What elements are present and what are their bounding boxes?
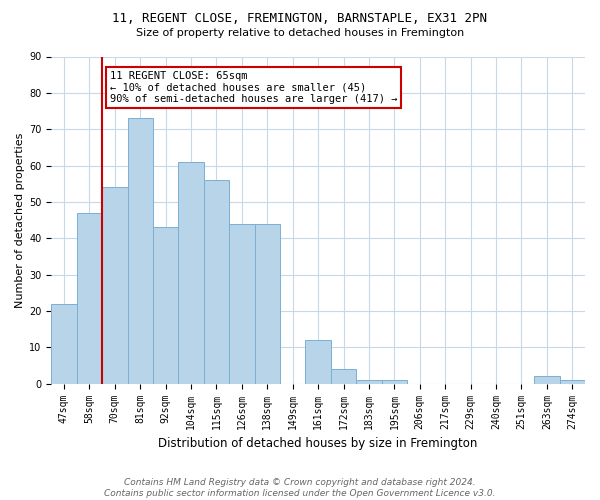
Bar	[51, 304, 77, 384]
Bar	[331, 369, 356, 384]
Y-axis label: Number of detached properties: Number of detached properties	[15, 132, 25, 308]
Bar	[178, 162, 204, 384]
Bar	[204, 180, 229, 384]
X-axis label: Distribution of detached houses by size in Fremington: Distribution of detached houses by size …	[158, 437, 478, 450]
Bar	[534, 376, 560, 384]
Bar	[102, 188, 128, 384]
Bar	[77, 213, 102, 384]
Bar	[560, 380, 585, 384]
Bar	[229, 224, 254, 384]
Bar	[382, 380, 407, 384]
Bar	[356, 380, 382, 384]
Bar	[128, 118, 153, 384]
Bar	[254, 224, 280, 384]
Text: Size of property relative to detached houses in Fremington: Size of property relative to detached ho…	[136, 28, 464, 38]
Bar	[153, 228, 178, 384]
Text: Contains HM Land Registry data © Crown copyright and database right 2024.
Contai: Contains HM Land Registry data © Crown c…	[104, 478, 496, 498]
Text: 11 REGENT CLOSE: 65sqm
← 10% of detached houses are smaller (45)
90% of semi-det: 11 REGENT CLOSE: 65sqm ← 10% of detached…	[110, 71, 397, 104]
Text: 11, REGENT CLOSE, FREMINGTON, BARNSTAPLE, EX31 2PN: 11, REGENT CLOSE, FREMINGTON, BARNSTAPLE…	[113, 12, 487, 26]
Bar	[305, 340, 331, 384]
